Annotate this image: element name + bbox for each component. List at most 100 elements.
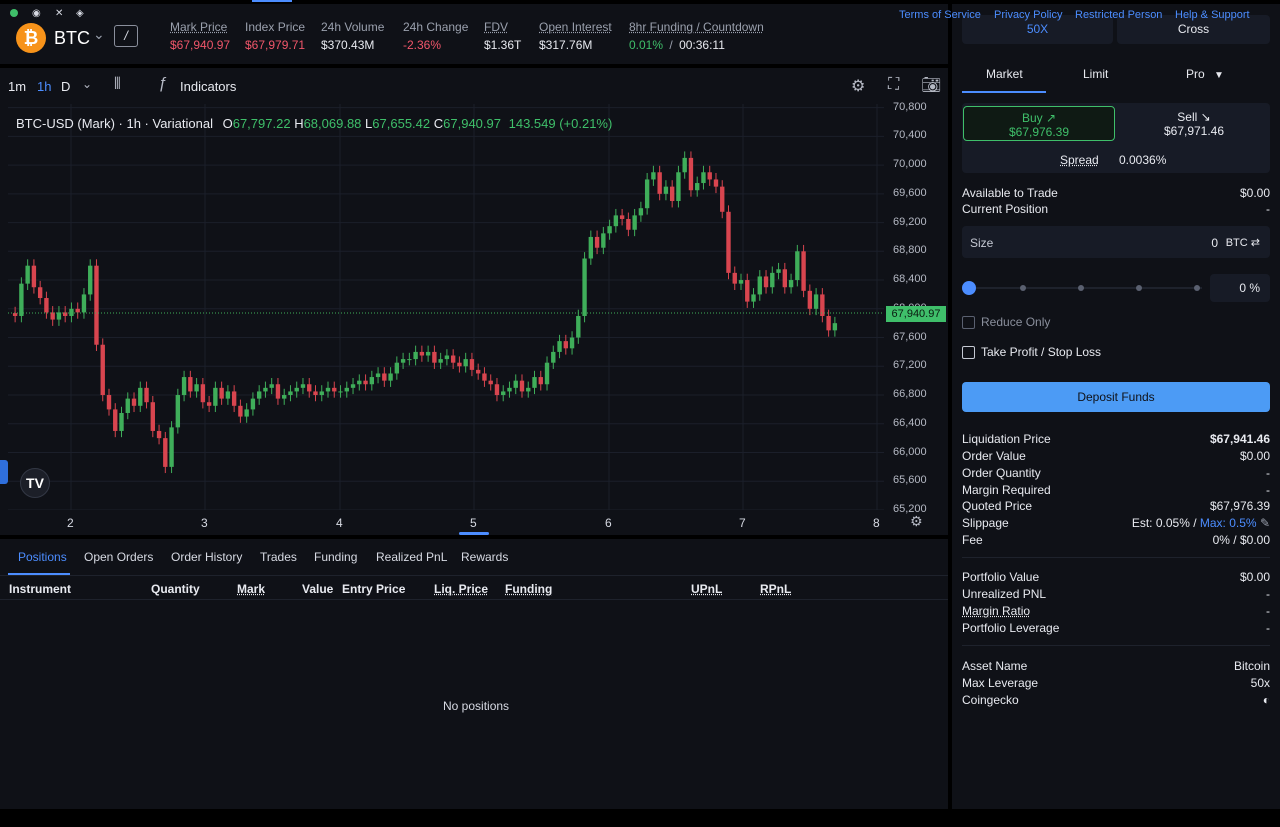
col-upnl[interactable]: UPnL xyxy=(691,582,723,596)
portfolio-label[interactable]: Margin Ratio xyxy=(962,604,1031,618)
size-value[interactable]: 0 xyxy=(1211,236,1218,250)
candle-body xyxy=(344,387,349,392)
candle-body xyxy=(475,369,481,374)
candle-body xyxy=(388,373,393,381)
tab-rewards[interactable]: Rewards xyxy=(461,550,509,564)
tab-positions[interactable]: Positions xyxy=(18,550,67,564)
deposit-funds-button[interactable]: Deposit Funds xyxy=(962,382,1270,412)
tpsl-checkbox[interactable]: Take Profit / Stop Loss xyxy=(962,345,1101,360)
size-unit-toggle[interactable]: BTC ⇄ xyxy=(1225,237,1260,249)
slider-dot[interactable] xyxy=(1136,285,1142,291)
candle-body xyxy=(419,351,425,356)
candle-body xyxy=(256,391,262,399)
sell-button[interactable]: Sell ↘ $67,971.46 xyxy=(1119,106,1269,141)
stat-label[interactable]: FDV xyxy=(484,20,508,34)
price-chart-panel: 1m 1h D ⌄ ⫴ ƒ Indicators ⚙ ⛶ 📷︎ BTC-USD … xyxy=(0,68,948,535)
slippage-value: Est: 0.05% / Max: 0.5% ✎ xyxy=(1132,516,1270,530)
fee-label: Fee xyxy=(962,533,983,547)
slippage-max[interactable]: Max: 0.5% xyxy=(1199,516,1257,530)
legend-close: 67,940.97 xyxy=(443,116,501,131)
axis-settings-icon[interactable]: ⚙ xyxy=(910,513,923,529)
edit-icon[interactable]: ✎ xyxy=(1259,516,1270,530)
indicators-button[interactable]: Indicators xyxy=(180,79,237,94)
tab-pro[interactable]: Pro ▼ xyxy=(1186,67,1224,81)
size-input[interactable]: Size 0 BTC ⇄ xyxy=(962,226,1270,258)
settings-icon[interactable]: ⚙ xyxy=(851,78,866,95)
percent-input[interactable]: 0 % xyxy=(1210,274,1270,302)
col-mark[interactable]: Mark xyxy=(237,582,266,596)
terms-link[interactable]: Terms of Service xyxy=(899,9,981,21)
buy-button[interactable]: Buy ↗ $67,976.39 xyxy=(963,106,1115,141)
stat-label[interactable]: Open Interest xyxy=(539,20,612,34)
candle-body xyxy=(338,391,343,393)
restricted-link[interactable]: Restricted Person xyxy=(1075,9,1163,21)
candle-body xyxy=(288,391,293,396)
candle-type-icon[interactable]: ⫴ xyxy=(114,76,121,93)
tab-open-orders[interactable]: Open Orders xyxy=(84,550,154,564)
market-symbol[interactable]: BTC xyxy=(54,28,90,48)
candle-body xyxy=(682,157,687,173)
col-value[interactable]: Value xyxy=(302,582,334,596)
tab-realized-pnl[interactable]: Realized PnL xyxy=(376,550,448,564)
slider-dot[interactable] xyxy=(1020,285,1026,291)
slider-knob[interactable] xyxy=(962,281,976,295)
candle-body xyxy=(44,298,49,313)
slider-dot[interactable] xyxy=(1194,285,1200,291)
tab-market[interactable]: Market xyxy=(986,67,1023,81)
candle-body xyxy=(194,384,199,392)
stat-label[interactable]: Mark Price xyxy=(170,20,228,34)
timeframe-d[interactable]: D xyxy=(61,79,71,94)
margin-mode-button[interactable]: Cross xyxy=(1117,15,1270,44)
tab-trades[interactable]: Trades xyxy=(260,550,297,564)
candle-body xyxy=(607,226,612,234)
stat-value: $67,979.71 xyxy=(245,38,306,52)
tab-limit[interactable]: Limit xyxy=(1083,67,1109,81)
privacy-link[interactable]: Privacy Policy xyxy=(994,9,1063,21)
col-instrument[interactable]: Instrument xyxy=(9,582,72,596)
col-funding[interactable]: Funding xyxy=(505,582,553,596)
col-quantity[interactable]: Quantity xyxy=(151,582,200,596)
slash-button[interactable]: / xyxy=(114,25,138,47)
x-icon[interactable]: ✕ xyxy=(55,8,64,19)
tradingview-logo[interactable]: TV xyxy=(20,468,50,498)
candle-body xyxy=(688,157,694,191)
tab-order-history[interactable]: Order History xyxy=(171,550,243,564)
summary-label: Order Quantity xyxy=(962,466,1041,480)
candle-body xyxy=(544,362,550,385)
camera-icon[interactable]: 📷︎ xyxy=(921,77,942,94)
timeframe-1h[interactable]: 1h xyxy=(37,79,52,94)
candle-body xyxy=(651,172,656,180)
function-icon[interactable]: ƒ xyxy=(158,75,167,92)
portfolio-value: - xyxy=(1266,621,1270,635)
leverage-button[interactable]: 50X xyxy=(962,15,1113,44)
chevron-down-icon[interactable]: ⌄ xyxy=(93,26,105,42)
checkbox-icon xyxy=(962,346,975,360)
fullscreen-icon[interactable]: ⛶ xyxy=(888,76,900,93)
stat-value: -2.36% xyxy=(403,38,442,52)
candle-body xyxy=(200,384,206,403)
timeframe-1m[interactable]: 1m xyxy=(8,79,27,94)
tab-funding[interactable]: Funding xyxy=(314,550,358,564)
col-liq-price[interactable]: Liq. Price xyxy=(434,582,489,596)
candle-body xyxy=(676,172,681,202)
stat-label[interactable]: 8hr Funding / Countdown xyxy=(629,20,764,34)
timeframe-chevron-icon[interactable]: ⌄ xyxy=(82,77,93,91)
y-tick-label: 69,200 xyxy=(893,215,927,228)
size-slider[interactable] xyxy=(962,280,1202,296)
discord-icon[interactable]: ◉ xyxy=(32,8,41,19)
candle-body xyxy=(551,351,556,363)
drawer-handle-icon[interactable] xyxy=(0,460,8,484)
col-rpnl[interactable]: RPnL xyxy=(760,582,792,596)
help-link[interactable]: Help & Support xyxy=(1175,9,1250,21)
candle-body xyxy=(332,387,337,392)
candlestick-chart[interactable] xyxy=(8,104,884,510)
coingecko-icon[interactable]: ◐ xyxy=(1262,693,1270,707)
spread-label[interactable]: Spread xyxy=(1060,153,1099,167)
candle-body xyxy=(594,236,600,248)
col-entry-price[interactable]: Entry Price xyxy=(342,582,406,596)
portfolio-row: Margin Ratio - xyxy=(962,604,1270,618)
asset-row: Coingecko ◐ xyxy=(962,693,1270,707)
slider-dot[interactable] xyxy=(1078,285,1084,291)
reduce-only-checkbox[interactable]: Reduce Only xyxy=(962,315,1050,330)
gitbook-icon[interactable]: ◈ xyxy=(76,8,84,19)
